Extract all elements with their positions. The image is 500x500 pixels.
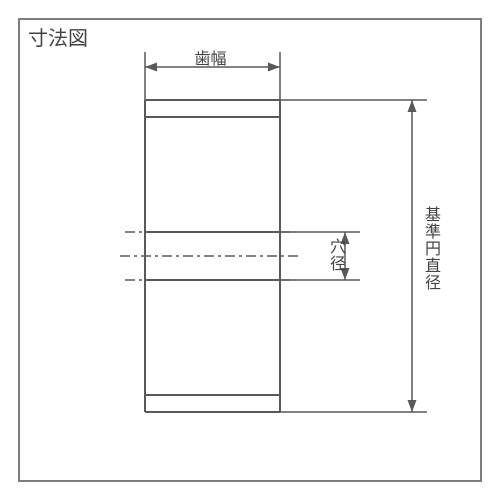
- bore-diameter-label: 穴径: [323, 238, 347, 272]
- drawing-canvas: 寸法図 穴径 基準円直径 歯幅: [0, 0, 500, 500]
- pitch-circle-diameter-label: 基準円直径: [418, 206, 442, 291]
- tooth-width-label: 歯幅: [195, 45, 227, 69]
